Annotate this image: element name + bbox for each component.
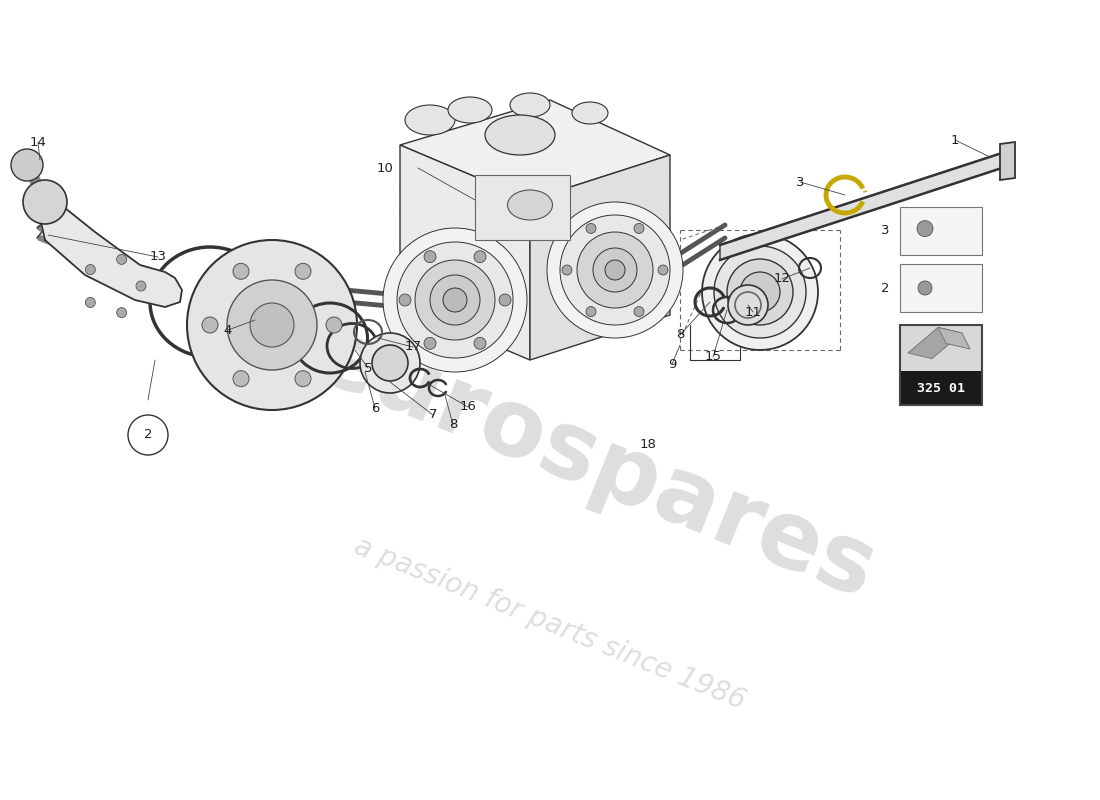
Circle shape xyxy=(424,338,436,350)
Polygon shape xyxy=(400,100,670,200)
Circle shape xyxy=(593,248,637,292)
Text: 8: 8 xyxy=(675,329,684,342)
Circle shape xyxy=(136,281,146,291)
Circle shape xyxy=(415,260,495,340)
Circle shape xyxy=(233,263,249,279)
Circle shape xyxy=(233,370,249,386)
Circle shape xyxy=(918,281,932,295)
Circle shape xyxy=(360,333,420,393)
Circle shape xyxy=(372,345,408,381)
Polygon shape xyxy=(40,200,182,307)
Bar xyxy=(900,207,982,255)
Polygon shape xyxy=(530,155,670,360)
Circle shape xyxy=(474,338,486,350)
Circle shape xyxy=(727,259,793,325)
Polygon shape xyxy=(400,145,530,360)
Ellipse shape xyxy=(510,93,550,117)
Text: 10: 10 xyxy=(376,162,394,174)
Circle shape xyxy=(23,180,67,224)
Circle shape xyxy=(728,285,768,325)
Circle shape xyxy=(605,260,625,280)
Circle shape xyxy=(634,223,643,234)
Circle shape xyxy=(227,280,317,370)
Circle shape xyxy=(547,202,683,338)
Ellipse shape xyxy=(507,190,552,220)
Ellipse shape xyxy=(485,115,556,155)
Text: 2: 2 xyxy=(881,282,889,294)
Bar xyxy=(900,371,982,405)
Circle shape xyxy=(499,294,512,306)
Circle shape xyxy=(117,308,126,318)
Ellipse shape xyxy=(405,105,455,135)
Circle shape xyxy=(86,298,96,307)
Circle shape xyxy=(399,294,411,306)
Circle shape xyxy=(187,240,358,410)
Circle shape xyxy=(917,221,933,237)
Polygon shape xyxy=(938,327,970,349)
Circle shape xyxy=(383,228,527,372)
Bar xyxy=(475,175,570,240)
Circle shape xyxy=(714,246,806,338)
Text: 3: 3 xyxy=(881,225,889,238)
Text: 14: 14 xyxy=(30,135,46,149)
Circle shape xyxy=(578,232,653,308)
Text: 13: 13 xyxy=(150,250,166,263)
Text: 3: 3 xyxy=(795,175,804,189)
Ellipse shape xyxy=(572,102,608,124)
Text: 16: 16 xyxy=(460,401,476,414)
Text: 11: 11 xyxy=(745,306,761,318)
Circle shape xyxy=(443,288,468,312)
Polygon shape xyxy=(720,152,1005,260)
Circle shape xyxy=(735,292,761,318)
Circle shape xyxy=(424,250,436,262)
Text: 325 01: 325 01 xyxy=(917,382,965,394)
Text: 9: 9 xyxy=(668,358,676,370)
Circle shape xyxy=(202,317,218,333)
Ellipse shape xyxy=(448,97,492,123)
Circle shape xyxy=(11,149,43,181)
Bar xyxy=(900,325,982,405)
Circle shape xyxy=(250,303,294,347)
Text: 18: 18 xyxy=(639,438,657,451)
Text: 5: 5 xyxy=(364,362,372,374)
Text: 1: 1 xyxy=(950,134,959,146)
Text: 6: 6 xyxy=(371,402,380,414)
Bar xyxy=(900,325,982,371)
Bar xyxy=(900,264,982,312)
Circle shape xyxy=(128,415,168,455)
Circle shape xyxy=(397,242,513,358)
Text: eurospares: eurospares xyxy=(300,310,888,618)
Circle shape xyxy=(474,250,486,262)
Circle shape xyxy=(295,263,311,279)
Circle shape xyxy=(86,265,96,274)
Circle shape xyxy=(430,275,480,325)
Circle shape xyxy=(740,272,780,312)
Text: 4: 4 xyxy=(223,323,232,337)
Text: 17: 17 xyxy=(405,341,421,354)
Circle shape xyxy=(634,306,643,317)
Text: 2: 2 xyxy=(144,429,152,442)
Polygon shape xyxy=(908,327,962,358)
Circle shape xyxy=(658,265,668,275)
Text: a passion for parts since 1986: a passion for parts since 1986 xyxy=(350,533,750,715)
Text: 7: 7 xyxy=(429,409,438,422)
Text: 15: 15 xyxy=(704,350,722,363)
Circle shape xyxy=(560,215,670,325)
Circle shape xyxy=(562,265,572,275)
Circle shape xyxy=(117,254,126,264)
Text: 8: 8 xyxy=(449,418,458,431)
Circle shape xyxy=(702,234,818,350)
Circle shape xyxy=(586,306,596,317)
Circle shape xyxy=(326,317,342,333)
Text: 12: 12 xyxy=(773,273,791,286)
Circle shape xyxy=(586,223,596,234)
Circle shape xyxy=(295,370,311,386)
Polygon shape xyxy=(1000,142,1015,180)
